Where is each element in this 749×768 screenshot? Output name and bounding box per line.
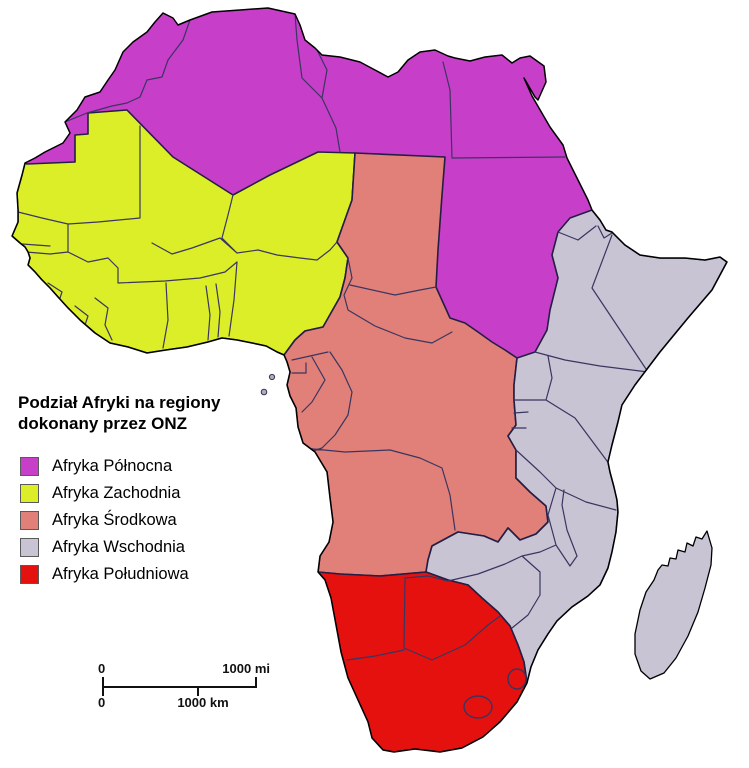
legend-label-north: Afryka Północna — [52, 457, 173, 475]
legend-item-south: Afryka Południowa — [20, 561, 189, 588]
legend-swatch-central — [20, 511, 39, 530]
sao-tome-island — [260, 388, 268, 396]
scalebar-line — [103, 686, 257, 688]
legend-swatch-north — [20, 457, 39, 476]
legend-label-west: Afryka Zachodnia — [52, 484, 181, 502]
bioko-island — [268, 373, 276, 381]
map-title-line1: Podział Afryki na regiony — [18, 393, 221, 412]
legend-swatch-south — [20, 565, 39, 584]
scalebar-km-zero: 0 — [98, 695, 106, 710]
legend-label-central: Afryka Środkowa — [52, 511, 177, 529]
map-title: Podział Afryki na regiony dokonany przez… — [18, 392, 220, 434]
scalebar-mi-label: 1000 mi — [222, 661, 270, 676]
map-legend: Afryka Północna Afryka Zachodnia Afryka … — [20, 453, 189, 588]
legend-swatch-west — [20, 484, 39, 503]
scalebar-tick-middle — [197, 687, 199, 696]
lesotho-border — [463, 695, 493, 719]
scalebar-km-label: 1000 km — [177, 695, 229, 710]
map-title-line2: dokonany przez ONZ — [18, 414, 188, 433]
scalebar-mi-zero: 0 — [98, 661, 106, 676]
legend-swatch-east — [20, 538, 39, 557]
legend-item-west: Afryka Zachodnia — [20, 480, 189, 507]
legend-item-east: Afryka Wschodnia — [20, 534, 189, 561]
legend-item-central: Afryka Środkowa — [20, 507, 189, 534]
country-borders — [17, 13, 649, 661]
legend-label-south: Afryka Południowa — [52, 565, 189, 583]
madagascar-island — [634, 530, 713, 680]
legend-label-east: Afryka Wschodnia — [52, 538, 185, 556]
legend-item-north: Afryka Północna — [20, 453, 189, 480]
continent-coastline — [11, 7, 728, 753]
scalebar-tick-right — [255, 677, 257, 688]
scalebar-tick-left — [102, 677, 104, 696]
swaziland-border — [507, 668, 527, 690]
